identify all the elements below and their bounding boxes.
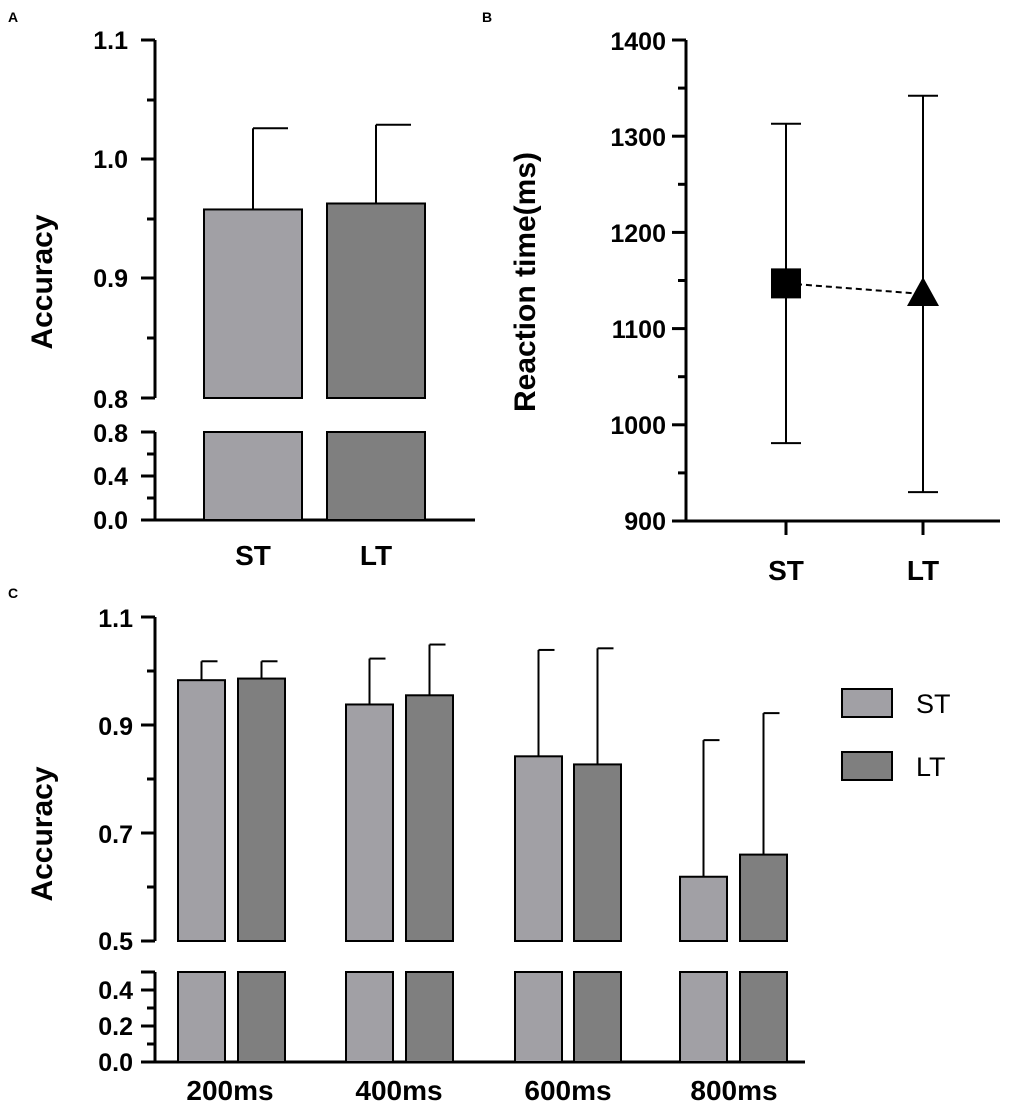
panel-a-chart: Accuracy 1.1 1.0 0.9 0.8 0.8 0.4 0.0 (26, 27, 475, 571)
legend-label-st: ST (916, 689, 951, 719)
panel-b-dashed-connector (785, 282, 924, 295)
panel-b-y-axis-title: Reaction time(ms) (509, 152, 542, 412)
panel-c-tick-label: 0.0 (98, 1049, 133, 1077)
panel-a-tick-label: 1.0 (93, 146, 128, 174)
panel-c-bar-lt-lower (739, 971, 788, 1063)
panel-b-tick-label: 1000 (610, 412, 666, 440)
panel-c-bar-st-lower (345, 971, 394, 1063)
panel-b-marker-st-square (771, 268, 801, 299)
panel-c-category-label: 400ms (355, 1075, 442, 1101)
panel-a-tick-label: 0.9 (93, 265, 128, 293)
panel-c-bar-lt (237, 677, 286, 942)
panel-a-bar-st-lower (203, 431, 303, 521)
panel-c-bars (177, 643, 788, 1063)
legend-label-lt: LT (916, 752, 946, 782)
panel-letter-b: B (482, 9, 492, 25)
panel-c-bar-st-lower (514, 971, 563, 1063)
panel-b-category-label: LT (907, 555, 939, 586)
panel-c-bar-lt-lower (237, 971, 286, 1063)
panel-b-tick-label: 1400 (610, 28, 666, 56)
panel-c-category-label: 600ms (524, 1075, 611, 1101)
panel-c-bar-lt-lower (573, 971, 622, 1063)
panel-b-chart: Reaction time(ms) 900 1000 1100 1200 130… (509, 28, 1000, 586)
panel-c-bar-st (514, 755, 563, 942)
panel-c-category-label: 200ms (186, 1075, 273, 1101)
panel-c-bar-st-lower (679, 971, 728, 1063)
panel-a-y-axis-title: Accuracy (26, 214, 59, 349)
panel-a-tick-label: 0.0 (93, 507, 128, 535)
panel-b-category-label: ST (768, 555, 804, 586)
legend-swatch-lt (841, 751, 893, 781)
panel-a-tick-label: 0.8 (93, 420, 128, 448)
panel-b-tick-label: 1100 (612, 316, 666, 344)
panel-c-bar-st-lower (177, 971, 226, 1063)
panel-c-bar-st (345, 703, 394, 942)
panel-c-tick-label: 1.1 (98, 605, 133, 633)
panel-c-tick-label: 0.7 (98, 821, 133, 849)
panel-letter-a: A (8, 9, 18, 25)
panel-c-bar-st (177, 679, 226, 942)
panel-a-category-label: ST (235, 540, 271, 571)
panel-c-category-label: 800ms (690, 1075, 777, 1101)
panel-b-marker-lt-triangle (907, 276, 939, 306)
panel-c-y-axis-title: Accuracy (26, 766, 59, 901)
panel-b-tick-label: 900 (624, 508, 666, 536)
panel-c-tick-label: 0.9 (98, 713, 133, 741)
panel-a-category-label: LT (360, 540, 392, 571)
panel-b-ticks (672, 38, 686, 523)
panel-c-bar-lt-lower (405, 971, 454, 1063)
panel-c-bar-lt (573, 763, 622, 942)
panel-c-tick-label: 0.2 (98, 1013, 133, 1041)
legend-swatch-st (841, 688, 893, 718)
panel-a-bar-lt-lower (326, 431, 426, 521)
panel-b-tick-label: 1200 (610, 220, 666, 248)
panel-a-tick-label: 0.4 (93, 463, 128, 491)
panel-b-tick-label: 1300 (610, 124, 666, 152)
panel-a-tick-label: 1.1 (93, 27, 128, 55)
panel-c-tick-label: 0.4 (98, 977, 133, 1005)
panel-c-bar-lt (739, 853, 788, 942)
panel-a-bar-lt (326, 202, 426, 399)
panel-c-tick-label: 0.5 (98, 928, 133, 956)
panel-c-bar-st (679, 875, 728, 942)
panel-a-bar-st (203, 208, 303, 399)
panel-letter-c: C (8, 585, 18, 601)
panel-c-chart: Accuracy 1.1 0.9 0.7 0.5 0.4 0.2 0.0 200… (26, 605, 951, 1101)
panel-c-bar-lt (405, 694, 454, 942)
panel-a-tick-label: 0.8 (93, 386, 128, 414)
